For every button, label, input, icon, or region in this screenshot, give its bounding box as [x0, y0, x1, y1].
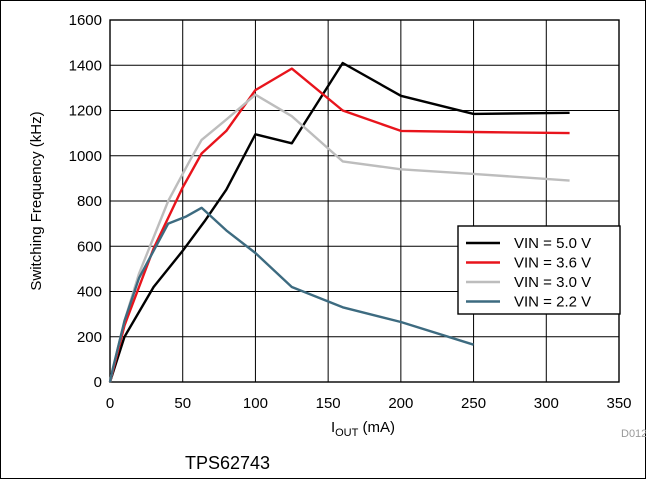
- y-tick-label: 1600: [69, 12, 102, 29]
- y-tick-label: 1200: [69, 103, 102, 120]
- y-tick-labels: 0 200 400 600 800 1000 1200 1400 1600: [69, 12, 102, 391]
- y-tick-label: 1000: [69, 148, 102, 165]
- y-tick-label: 0: [94, 374, 102, 391]
- x-tick-label: 150: [316, 395, 341, 412]
- x-tick-label: 0: [106, 395, 114, 412]
- plot-area: [109, 19, 620, 383]
- y-tick-label: 200: [77, 329, 102, 346]
- legend-box: [457, 225, 621, 315]
- figure-code: D012: [621, 428, 646, 440]
- y-tick-label: 600: [77, 238, 102, 255]
- y-tick-label: 800: [77, 193, 102, 210]
- figure-caption: TPS62743: [185, 453, 270, 473]
- legend: VIN = 5.0 V VIN = 3.6 V VIN = 3.0 V VIN = 2…: [457, 225, 621, 315]
- y-tick-label: 1400: [69, 57, 102, 74]
- x-axis-label-sub: OUT: [335, 427, 359, 439]
- series-line: [108, 67, 570, 383]
- x-tick-label: 350: [606, 395, 631, 412]
- x-tick-labels: 0 50 100 150 200 250 300 350: [106, 395, 632, 412]
- x-axis-label: IOUT (mA): [331, 419, 395, 439]
- x-axis-label-unit: (mA): [358, 419, 395, 436]
- legend-items: VIN = 5.0 V VIN = 3.6 V VIN = 3.0 V VIN = 2…: [466, 235, 591, 311]
- x-tick-label: 250: [461, 395, 486, 412]
- series-line: [108, 206, 474, 383]
- x-tick-label: 50: [174, 395, 191, 412]
- legend-label: VIN = 3.0 V: [514, 274, 591, 291]
- x-tick-label: 300: [534, 395, 559, 412]
- y-axis-label: Switching Frequency (kHz): [28, 111, 45, 290]
- series-line: [108, 61, 570, 383]
- legend-label: VIN = 2.2 V: [514, 294, 591, 311]
- x-axis-label-main: I: [331, 419, 335, 436]
- x-tick-label: 200: [388, 395, 413, 412]
- x-tick-label: 100: [243, 395, 268, 412]
- y-tick-label: 400: [77, 284, 102, 301]
- series-group: [108, 61, 570, 383]
- legend-label: VIN = 5.0 V: [514, 235, 591, 252]
- legend-label: VIN = 3.6 V: [514, 255, 591, 272]
